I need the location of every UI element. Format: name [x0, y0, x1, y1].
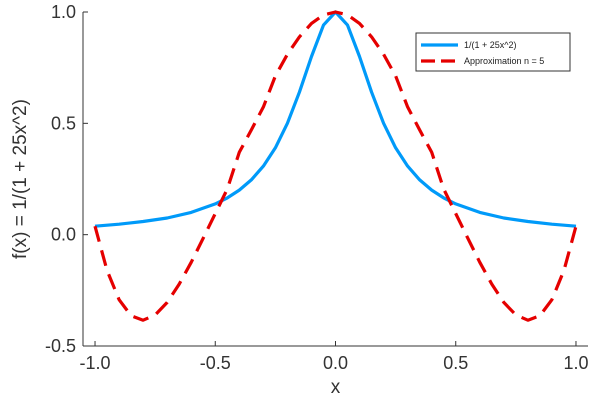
y-tick-label: 0.0 — [51, 225, 76, 245]
legend-label-approximation: Approximation n = 5 — [464, 56, 544, 66]
y-tick-label: 1.0 — [51, 2, 76, 22]
x-tick-label: 0.0 — [323, 353, 348, 373]
legend: 1/(1 + 25x^2) Approximation n = 5 — [415, 32, 571, 72]
y-tick-label: 0.5 — [51, 113, 76, 133]
axes-layer: -1.0 -0.5 0.0 0.5 1.0-0.50.00.51.0 — [45, 2, 589, 373]
x-axis-label: x — [331, 377, 341, 398]
y-tick-label: -0.5 — [45, 336, 76, 356]
legend-box — [415, 32, 571, 72]
x-tick-label: 0.5 — [443, 353, 468, 373]
x-tick-label: -1.0 — [80, 353, 111, 373]
legend-label-function: 1/(1 + 25x^2) — [464, 40, 517, 50]
series-line-approximation — [93, 10, 578, 322]
y-axis-label: f(x) = 1/(1 + 25x^2) — [10, 99, 31, 259]
series-layer — [93, 10, 578, 322]
x-tick-label: 1.0 — [563, 353, 588, 373]
x-tick-label: -0.5 — [200, 353, 231, 373]
